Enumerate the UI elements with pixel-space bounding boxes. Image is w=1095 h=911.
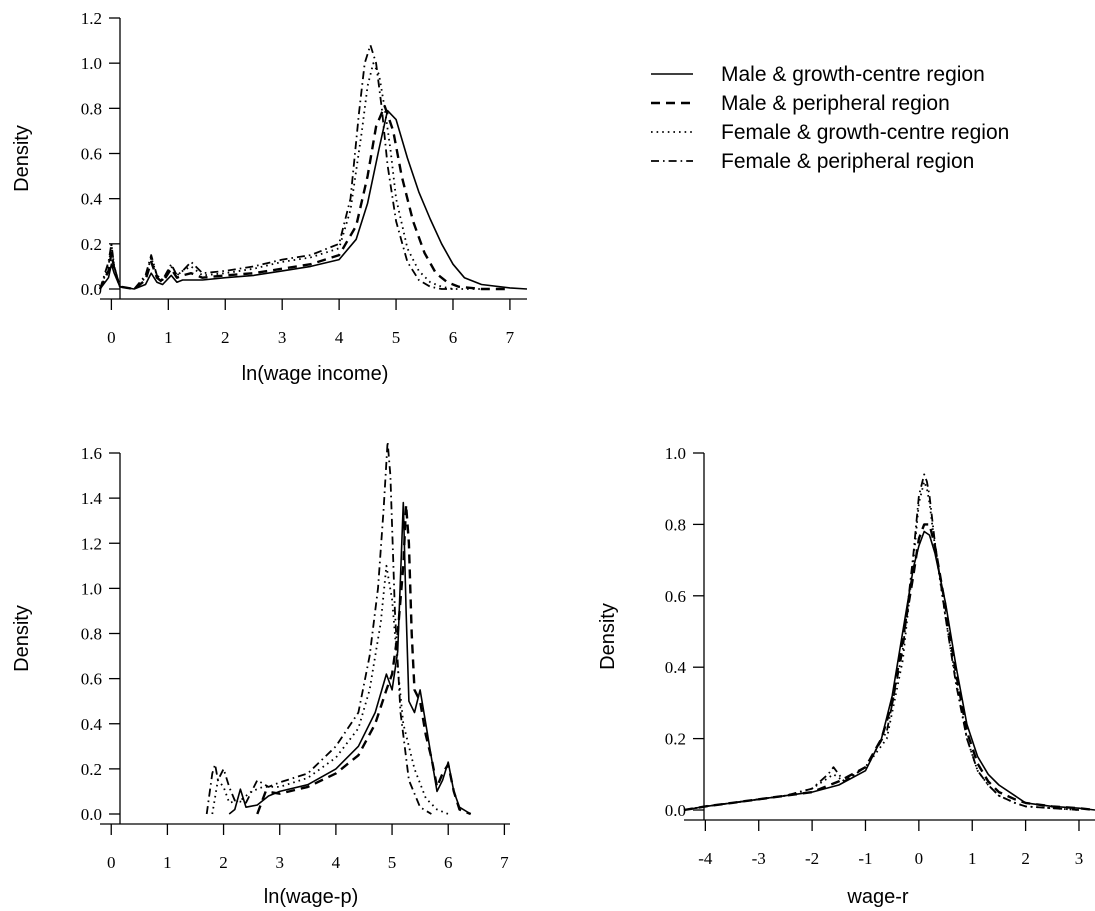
y-tick-label: 0.0 bbox=[665, 801, 686, 820]
y-tick-label: 0.4 bbox=[81, 715, 103, 734]
y-axis-title: Density bbox=[597, 603, 619, 670]
y-tick-label: 0.2 bbox=[665, 730, 686, 749]
y-tick-label: 1.2 bbox=[81, 534, 102, 553]
x-tick-label: 6 bbox=[449, 328, 458, 347]
y-tick-label: 0.6 bbox=[665, 587, 686, 606]
x-tick-label: 2 bbox=[219, 853, 228, 872]
y-tick-label: 0.4 bbox=[81, 190, 103, 209]
series-line-dashed bbox=[683, 523, 1095, 812]
legend-label: Female & growth-centre region bbox=[721, 121, 1009, 144]
x-tick-label: 0 bbox=[107, 853, 116, 872]
y-tick-label: 0.4 bbox=[665, 658, 687, 677]
x-tick-label: 3 bbox=[278, 328, 287, 347]
x-axis-title: ln(wage-p) bbox=[264, 886, 358, 908]
panel-ln-wage-p: 0 1 2 3 4 5 6 7 0.0 0.2 0.4 0.6 0.8 1.0 1.2 1.4 1.6 ln(wa… bbox=[11, 440, 510, 908]
x-tick-label: 7 bbox=[506, 328, 515, 347]
y-tick-label: 0.6 bbox=[81, 670, 102, 689]
panel-wage-r: -4 -3 -2 -1 0 1 2 3 0.0 0.2 0.4 0.6 0.8 1.0 wage-r Dens… bbox=[597, 444, 1095, 908]
y-tick-label: 1.6 bbox=[81, 444, 102, 463]
x-tick-label: 6 bbox=[444, 853, 453, 872]
x-tick-label: -3 bbox=[752, 849, 766, 868]
y-tick-label: 1.0 bbox=[665, 444, 686, 463]
x-tick-label: -4 bbox=[698, 849, 713, 868]
legend: Male & growth-centre region Male & periph… bbox=[651, 63, 1009, 173]
x-tick-label: 1 bbox=[164, 328, 173, 347]
x-tick-label: 5 bbox=[388, 853, 397, 872]
x-tick-label: 1 bbox=[163, 853, 172, 872]
x-tick-label: 3 bbox=[275, 853, 284, 872]
series-line-solid bbox=[99, 109, 528, 290]
y-tick-label: 1.4 bbox=[81, 489, 103, 508]
y-axis-title: Density bbox=[11, 605, 33, 672]
y-tick-label: 0.6 bbox=[81, 145, 102, 164]
x-tick-label: -1 bbox=[858, 849, 872, 868]
series-line-dashdot bbox=[99, 44, 453, 290]
x-tick-label: 1 bbox=[968, 849, 977, 868]
legend-label: Male & growth-centre region bbox=[721, 63, 985, 86]
y-tick-label: 1.0 bbox=[81, 579, 102, 598]
y-tick-label: 0.8 bbox=[665, 515, 686, 534]
x-tick-label: 2 bbox=[1021, 849, 1030, 868]
x-axis-title: ln(wage income) bbox=[242, 363, 389, 385]
y-tick-label: 0.2 bbox=[81, 235, 102, 254]
series-line-dotted bbox=[683, 480, 1080, 811]
series-line-dashed bbox=[98, 104, 510, 291]
series-line-solid bbox=[683, 530, 1095, 811]
chart-panels: 0 1 2 3 4 5 6 7 0.0 0.2 0.4 0.6 0.8 1.0 1.2 ln(wage inc… bbox=[11, 9, 1095, 908]
y-tick-label: 0.0 bbox=[81, 805, 102, 824]
x-tick-label: 0 bbox=[107, 328, 116, 347]
y-tick-label: 0.0 bbox=[81, 280, 102, 299]
x-tick-label: 0 bbox=[915, 849, 924, 868]
x-tick-label: 7 bbox=[500, 853, 509, 872]
series-line-dashdot bbox=[205, 440, 432, 815]
x-tick-label: 5 bbox=[392, 328, 401, 347]
y-tick-label: 0.8 bbox=[81, 625, 102, 644]
x-axis-title: wage-r bbox=[846, 886, 908, 908]
series-line-dashdot bbox=[683, 473, 1080, 811]
x-tick-label: 4 bbox=[335, 328, 344, 347]
panel-ln-wage-income: 0 1 2 3 4 5 6 7 0.0 0.2 0.4 0.6 0.8 1.0 1.2 ln(wage inc… bbox=[11, 9, 528, 385]
y-axis-title: Density bbox=[11, 125, 33, 192]
x-tick-label: 3 bbox=[1075, 849, 1084, 868]
x-tick-label: 4 bbox=[332, 853, 341, 872]
legend-label: Female & peripheral region bbox=[721, 150, 974, 173]
x-tick-label: 2 bbox=[221, 328, 230, 347]
series-line-solid bbox=[228, 501, 472, 815]
series-line-dotted bbox=[99, 62, 482, 290]
y-tick-label: 0.8 bbox=[81, 99, 102, 118]
legend-label: Male & peripheral region bbox=[721, 92, 950, 115]
y-tick-label: 1.2 bbox=[81, 9, 102, 28]
y-tick-label: 1.0 bbox=[81, 54, 102, 73]
y-tick-label: 0.2 bbox=[81, 760, 102, 779]
x-tick-label: -2 bbox=[805, 849, 819, 868]
series-line-dashed bbox=[256, 503, 472, 816]
